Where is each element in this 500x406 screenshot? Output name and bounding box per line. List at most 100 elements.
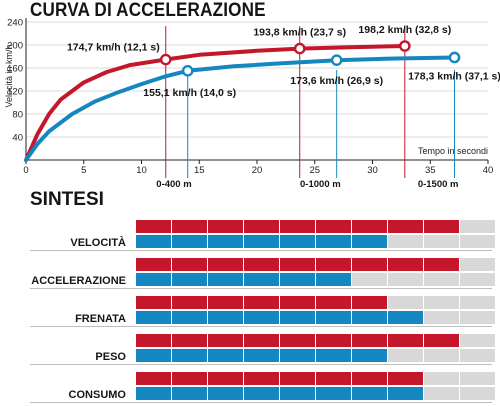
summary-bar-segment-red (136, 296, 171, 309)
data-point-marker (399, 40, 411, 52)
summary-bar-segment-red (352, 372, 387, 385)
summary-bar-segment-red (316, 296, 351, 309)
summary-bar-segment-blue (316, 235, 351, 248)
summary-bar-segment-blue (280, 311, 315, 324)
summary-bar-segment-blue (244, 311, 279, 324)
summary-bar-segment-blue (244, 273, 279, 286)
summary-bar-segment-blue (136, 235, 171, 248)
summary-bar-segment-red (424, 296, 459, 309)
summary-bar-segment-blue (424, 235, 459, 248)
summary-row-separator (30, 364, 492, 365)
x-tick-label: 15 (194, 165, 205, 176)
summary-bar-segment-red (316, 334, 351, 347)
summary-bar-segment-blue (352, 349, 387, 362)
data-point-label: 174,7 km/h (12,1 s) (67, 42, 160, 54)
summary-bar-segment-red (388, 372, 423, 385)
summary-row-label: VELOCITÀ (70, 237, 126, 249)
summary-bar-segment-red (136, 372, 171, 385)
data-point-label: 193,8 km/h (23,7 s) (253, 27, 346, 39)
y-tick-label: 80 (12, 110, 23, 121)
summary-bar-segment-red (280, 220, 315, 233)
summary-bar-segment-red (460, 334, 495, 347)
summary-bar-segment-blue (460, 387, 495, 400)
summary-bar-segment-blue (172, 349, 207, 362)
summary-bar-segment-red (280, 372, 315, 385)
y-axis-label: Velocità in km/h (4, 44, 14, 107)
summary-bar-segment-red (424, 258, 459, 271)
summary-bar-segment-blue (460, 349, 495, 362)
summary-bar-segment-red (172, 372, 207, 385)
x-tick-label: 40 (483, 165, 494, 176)
summary-bar-segment-blue (208, 311, 243, 324)
summary-bar-segment-red (460, 220, 495, 233)
summary-bar-segment-red (244, 296, 279, 309)
summary-bar-segment-red (208, 372, 243, 385)
summary-bar-segment-red (352, 258, 387, 271)
summary-bar-segment-blue (208, 349, 243, 362)
summary-bar-segment-red (244, 334, 279, 347)
summary-bar-segment-red (352, 334, 387, 347)
chart-title: CURVA DI ACCELERAZIONE (30, 0, 266, 21)
summary-bar-segment-blue (388, 273, 423, 286)
summary-bar-segment-red (388, 258, 423, 271)
x-tick-label: 35 (425, 165, 436, 176)
summary-bar-segment-blue (244, 387, 279, 400)
summary-row-label: PESO (95, 351, 126, 363)
summary-bar-segment-blue (136, 273, 171, 286)
y-tick-label: 160 (7, 64, 23, 75)
data-point-marker (181, 65, 194, 77)
summary-bar-segment-blue (388, 349, 423, 362)
summary-bar-segment-blue (352, 311, 387, 324)
summary-bar-segment-blue (388, 235, 423, 248)
summary-bar-segment-red (136, 220, 171, 233)
summary-bar-segment-blue (172, 387, 207, 400)
summary-bar-segment-blue (136, 311, 171, 324)
summary-bar-segment-red (280, 258, 315, 271)
distance-marker-label: 0-400 m (156, 179, 191, 190)
summary-bar-segment-red (460, 372, 495, 385)
summary-bar-segment-blue (316, 387, 351, 400)
x-tick-label: 25 (309, 165, 320, 176)
data-point-label: 178,3 km/h (37,1 s) (408, 70, 500, 82)
summary-bar-segment-blue (208, 235, 243, 248)
summary-bar-segment-blue (424, 387, 459, 400)
summary-bar-segment-blue (352, 273, 387, 286)
summary-bar-segment-red (316, 372, 351, 385)
data-point-marker (448, 51, 461, 64)
summary-bar-segment-red (460, 296, 495, 309)
summary-bar-segment-blue (280, 235, 315, 248)
summary-bar-segment-blue (460, 311, 495, 324)
summary-bar-segment-red (136, 258, 171, 271)
summary-bar-segment-blue (280, 349, 315, 362)
summary-bar-segment-red (460, 258, 495, 271)
summary-bar-segment-blue (316, 311, 351, 324)
data-point-marker (330, 54, 343, 66)
data-point-label: 155,1 km/h (14,0 s) (143, 87, 236, 99)
summary-bar-segment-red (316, 220, 351, 233)
y-tick-label: 40 (12, 133, 23, 144)
summary-bar-segment-red (172, 334, 207, 347)
summary-bar-segment-blue (172, 235, 207, 248)
x-tick-label: 0 (23, 165, 28, 176)
summary-bar-segment-blue (460, 235, 495, 248)
summary-row-separator (30, 402, 492, 403)
summary-title: SINTESI (30, 189, 104, 210)
summary-bar-segment-red (388, 220, 423, 233)
summary-bar-segment-red (316, 258, 351, 271)
summary-bar-segment-red (244, 372, 279, 385)
summary-bar-segment-blue (136, 349, 171, 362)
summary-bar-segment-blue (280, 273, 315, 286)
summary-bar-segment-red (280, 334, 315, 347)
summary-bar-segment-red (172, 220, 207, 233)
summary-bar-segment-blue (280, 387, 315, 400)
summary-bar-segment-blue (244, 235, 279, 248)
summary-bar-segment-red (352, 296, 387, 309)
summary-bar-segment-red (424, 372, 459, 385)
x-axis-label: Tempo in secondi (418, 146, 488, 156)
summary-bar-segment-red (244, 220, 279, 233)
summary-bar-segment-blue (424, 273, 459, 286)
data-point-marker (293, 42, 306, 55)
distance-marker-label: 0-1000 m (300, 179, 341, 190)
summary-bar-segment-red (352, 220, 387, 233)
